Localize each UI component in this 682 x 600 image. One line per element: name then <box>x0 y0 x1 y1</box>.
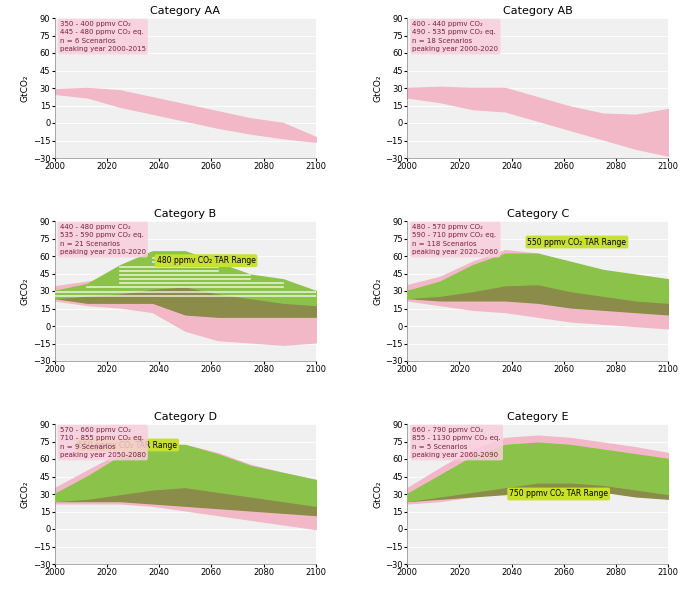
Title: Category AB: Category AB <box>503 6 573 16</box>
Text: 480 ppmv CO₂ TAR Range: 480 ppmv CO₂ TAR Range <box>157 256 256 265</box>
Text: 440 - 480 ppmv CO₂
535 - 590 ppmv CO₂ eq.
n = 21 Scenarios
peaking year 2010-202: 440 - 480 ppmv CO₂ 535 - 590 ppmv CO₂ eq… <box>60 224 146 256</box>
Text: 400 - 440 ppmv CO₂
490 - 535 ppmv CO₂ eq.
n = 18 Scenarios
peaking year 2000-202: 400 - 440 ppmv CO₂ 490 - 535 ppmv CO₂ eq… <box>413 21 499 52</box>
Y-axis label: GtCO₂: GtCO₂ <box>374 480 383 508</box>
Text: 650 ppmv CO₂ TAR Range: 650 ppmv CO₂ TAR Range <box>78 440 177 449</box>
Text: 570 - 660 ppmv CO₂
710 - 855 ppmv CO₂ eq.
n = 9 Scenarios
peaking year 2050-2080: 570 - 660 ppmv CO₂ 710 - 855 ppmv CO₂ eq… <box>60 427 146 458</box>
Text: 480 - 570 ppmv CO₂
590 - 710 ppmv CO₂ eq.
n = 118 Scenarios
peaking year 2020-20: 480 - 570 ppmv CO₂ 590 - 710 ppmv CO₂ eq… <box>413 224 499 256</box>
Title: Category E: Category E <box>507 412 569 422</box>
Y-axis label: GtCO₂: GtCO₂ <box>21 74 30 102</box>
Y-axis label: GtCO₂: GtCO₂ <box>21 480 30 508</box>
Title: Category B: Category B <box>154 209 216 219</box>
Y-axis label: GtCO₂: GtCO₂ <box>374 74 383 102</box>
Text: 660 - 790 ppmv CO₂
855 - 1130 ppmv CO₂ eq.
n = 5 Scenarios
peaking year 2060-209: 660 - 790 ppmv CO₂ 855 - 1130 ppmv CO₂ e… <box>413 427 501 458</box>
Text: 350 - 400 ppmv CO₂
445 - 480 ppmv CO₂ eq.
n = 6 Scenarios
peaking year 2000-2015: 350 - 400 ppmv CO₂ 445 - 480 ppmv CO₂ eq… <box>60 21 146 52</box>
Title: Category C: Category C <box>507 209 569 219</box>
Title: Category AA: Category AA <box>150 6 220 16</box>
Text: 550 ppmv CO₂ TAR Range: 550 ppmv CO₂ TAR Range <box>527 238 627 247</box>
Text: 750 ppmv CO₂ TAR Range: 750 ppmv CO₂ TAR Range <box>509 490 608 499</box>
Y-axis label: GtCO₂: GtCO₂ <box>374 277 383 305</box>
Y-axis label: GtCO₂: GtCO₂ <box>21 277 30 305</box>
Title: Category D: Category D <box>153 412 217 422</box>
